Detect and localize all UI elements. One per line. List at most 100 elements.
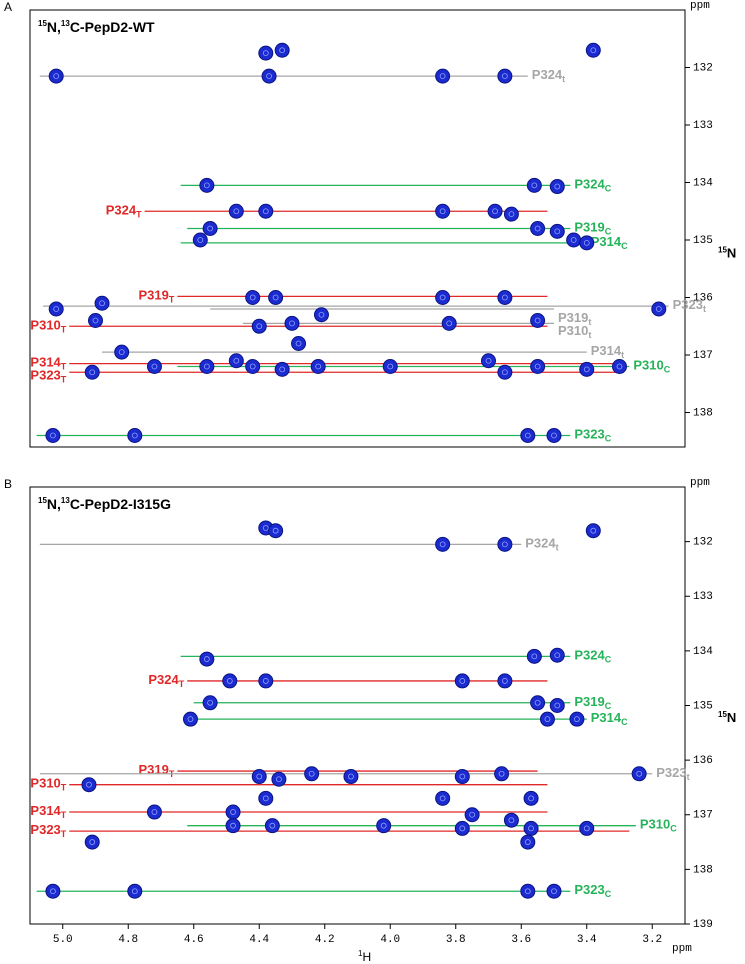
assignment-label: P323t (656, 765, 689, 782)
peak-core (446, 320, 453, 327)
assignment-sub: T (61, 830, 67, 840)
assignment-sub: C (605, 434, 612, 444)
peak (343, 769, 359, 785)
peak-core (118, 349, 125, 356)
assignment-name: P319 (558, 311, 588, 326)
x-tick-label: 5.0 (53, 934, 73, 946)
y-unit: ppm (690, 0, 710, 12)
x-tick-label: 3.6 (511, 934, 531, 946)
assignment-sub: T (61, 362, 67, 372)
peak-core (279, 47, 286, 54)
peak (539, 711, 555, 727)
peak-core (528, 825, 534, 832)
peak (268, 523, 284, 539)
assignment-label: P314T (30, 355, 66, 372)
peak-core (501, 73, 508, 80)
assignment-name: P314 (591, 344, 622, 359)
peak (127, 883, 143, 899)
peak (202, 695, 218, 711)
assignment-label: P324C (574, 177, 611, 194)
peak-core (295, 340, 302, 347)
peak (258, 673, 274, 689)
y-tick-label: 136 (693, 292, 713, 304)
assignment-label: P310C (640, 817, 677, 834)
peak-core (89, 369, 96, 376)
y-tick-label: 134 (693, 646, 713, 658)
assignment-label: P310T (30, 318, 66, 335)
peak-core (275, 776, 282, 783)
peak (579, 235, 595, 251)
peak-core (53, 73, 60, 80)
peak (579, 820, 595, 836)
peak-core (151, 809, 158, 815)
peak-core (131, 888, 138, 895)
y-axis-label: 15N (718, 245, 736, 260)
assignment-name: P323 (574, 427, 604, 442)
peak-core (308, 770, 315, 777)
peak-core (279, 366, 286, 373)
peak (526, 648, 542, 664)
peak (549, 647, 565, 663)
peak (585, 42, 601, 58)
assignment-name: P310 (30, 776, 60, 791)
peak (88, 313, 103, 328)
y-tick-label: 132 (693, 62, 713, 74)
peak (258, 203, 274, 219)
assignment-label: P310t (558, 324, 591, 341)
assignment-name: P310 (640, 817, 670, 832)
peak (222, 673, 238, 689)
assignment-sub: T (61, 325, 67, 335)
assignment-sub: T (169, 295, 175, 305)
assignment-sub: C (605, 655, 612, 665)
y-tick-label: 138 (693, 407, 713, 419)
assignment-sub: T (61, 375, 67, 385)
peak (549, 179, 565, 195)
panel-title: 15N,13C-PepD2-WT (38, 19, 155, 35)
assignment-label: P310C (633, 358, 670, 375)
peak-core (318, 311, 325, 318)
assignment-sub: t (556, 543, 559, 553)
peak (497, 290, 513, 305)
peak (376, 818, 392, 834)
peak-core (50, 888, 56, 895)
peak-core (531, 653, 538, 660)
peak-core (492, 208, 498, 215)
peak-core (380, 822, 387, 829)
assignment-sub: T (61, 810, 67, 820)
peak-core (554, 652, 561, 659)
peak-core (524, 432, 531, 439)
assignment-name: P314 (30, 803, 61, 818)
y-tick-label: 134 (693, 177, 713, 189)
peak (579, 361, 595, 377)
assignment-sub: C (605, 890, 612, 900)
y-axis-label-part: N (727, 246, 736, 261)
assignment-label: P319C (574, 694, 611, 711)
peak-core (531, 182, 538, 189)
peak (228, 203, 244, 219)
peak-core (501, 541, 508, 548)
peak-core (534, 699, 541, 706)
peak-core (262, 208, 269, 215)
peak (464, 807, 480, 823)
peak (549, 223, 565, 239)
peak-core (315, 363, 322, 370)
y-axis-label-part: N (727, 711, 736, 726)
panel-title-part: N, (47, 496, 61, 512)
peak-core (262, 525, 269, 531)
peak-core (439, 541, 446, 548)
x-axis-label-part: 1 (358, 949, 363, 958)
assignment-name: P310 (30, 318, 60, 333)
peak-core (53, 306, 60, 312)
peak-core (583, 366, 590, 373)
assignment-sub: C (605, 184, 612, 194)
assignment-label: P323C (574, 427, 611, 444)
assignment-label: P314C (591, 234, 628, 251)
peak-core (583, 239, 590, 246)
x-unit: ppm (672, 943, 692, 955)
peak (268, 290, 284, 305)
peak-core (554, 183, 561, 190)
peak (546, 883, 562, 899)
peak (251, 769, 267, 785)
y-tick-label: 137 (693, 810, 713, 822)
peak (291, 336, 307, 351)
